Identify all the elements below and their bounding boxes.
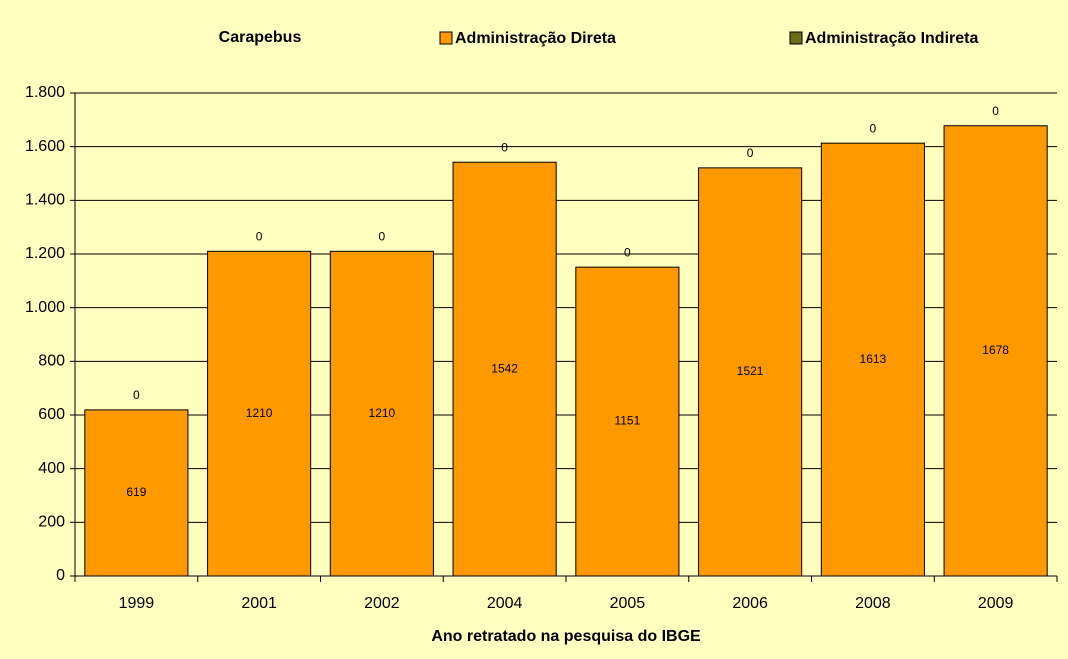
x-tick-label: 2006 bbox=[732, 595, 768, 612]
x-tick-label: 1999 bbox=[119, 595, 155, 612]
data-label: 0 bbox=[501, 140, 508, 154]
data-label: 1678 bbox=[982, 343, 1009, 357]
data-label: 0 bbox=[133, 388, 140, 402]
y-tick-label: 1.000 bbox=[25, 299, 65, 316]
data-label: 1521 bbox=[737, 364, 764, 378]
data-label: 0 bbox=[256, 229, 263, 243]
data-label: 1613 bbox=[860, 352, 887, 366]
bar bbox=[84, 409, 189, 577]
y-tick-label: 1.600 bbox=[25, 138, 65, 155]
x-axis-title: Ano retratado na pesquisa do IBGE bbox=[431, 628, 701, 645]
data-label: 1210 bbox=[246, 406, 273, 420]
bar bbox=[207, 250, 312, 577]
x-tick-label: 2008 bbox=[855, 595, 891, 612]
data-label: 0 bbox=[747, 146, 754, 160]
legend-label: Administração Indireta bbox=[805, 30, 978, 47]
y-tick-label: 800 bbox=[38, 353, 65, 370]
y-tick-label: 200 bbox=[38, 514, 65, 531]
data-label: 0 bbox=[379, 229, 386, 243]
data-label: 1151 bbox=[614, 414, 640, 428]
bar bbox=[698, 167, 803, 577]
bar bbox=[329, 250, 434, 577]
legend-swatch bbox=[439, 31, 453, 45]
data-label: 0 bbox=[870, 121, 877, 135]
data-label: 1542 bbox=[491, 361, 518, 375]
bar bbox=[575, 266, 680, 577]
legend-swatch bbox=[789, 31, 803, 45]
y-tick-label: 0 bbox=[56, 567, 65, 584]
bar bbox=[943, 125, 1048, 577]
y-tick-label: 1.800 bbox=[25, 84, 65, 101]
data-label: 0 bbox=[624, 245, 631, 259]
data-label: 0 bbox=[992, 104, 999, 118]
x-tick-label: 2005 bbox=[610, 595, 646, 612]
legend-label: Administração Direta bbox=[455, 30, 616, 47]
y-tick-label: 600 bbox=[38, 406, 65, 423]
bar bbox=[452, 161, 557, 577]
x-tick-label: 2001 bbox=[241, 595, 277, 612]
y-tick-label: 1.400 bbox=[25, 192, 65, 209]
data-label: 619 bbox=[126, 485, 146, 499]
x-tick-label: 2009 bbox=[978, 595, 1014, 612]
x-tick-label: 2002 bbox=[364, 595, 400, 612]
chart-title: Carapebus bbox=[219, 29, 302, 46]
bar bbox=[820, 142, 925, 577]
y-tick-label: 1.200 bbox=[25, 245, 65, 262]
y-tick-label: 400 bbox=[38, 460, 65, 477]
data-label: 1210 bbox=[369, 406, 396, 420]
x-tick-label: 2004 bbox=[487, 595, 523, 612]
